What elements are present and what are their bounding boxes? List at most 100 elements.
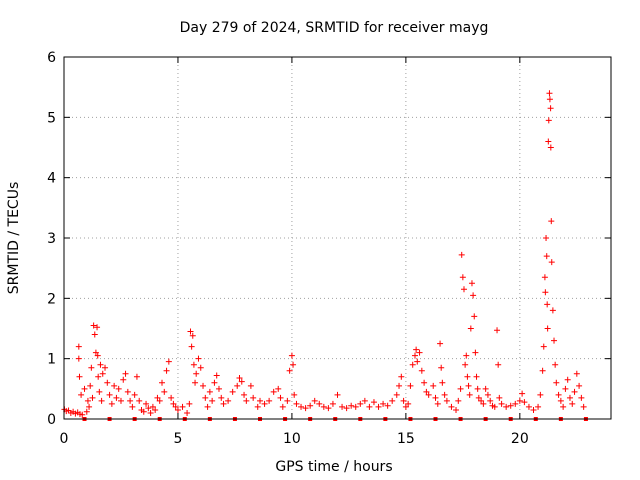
data-point [94, 324, 101, 331]
data-point [75, 355, 82, 362]
data-point [83, 408, 90, 415]
data-point [455, 397, 462, 404]
data-point [405, 400, 412, 407]
data-point [152, 406, 159, 413]
data-point [348, 402, 355, 409]
y-tick-label: 3 [47, 231, 56, 247]
data-point [398, 373, 405, 380]
data-point [547, 105, 554, 112]
data-point [459, 274, 466, 281]
data-point [525, 403, 532, 410]
data-point [540, 343, 547, 350]
data-point [480, 400, 487, 407]
data-point [195, 355, 202, 362]
data-point [571, 388, 578, 395]
data-point [553, 379, 560, 386]
data-point [544, 301, 551, 308]
data-point [213, 372, 220, 379]
data-point [407, 382, 414, 389]
data-point [75, 343, 82, 350]
data-point [76, 373, 83, 380]
data-point [462, 361, 469, 368]
data-point [172, 403, 179, 410]
data-point [370, 399, 377, 406]
data-point [543, 235, 550, 241]
data-point [122, 370, 129, 377]
data-point [413, 346, 420, 353]
data-point [396, 382, 403, 389]
data-point [188, 343, 195, 350]
data-point [88, 364, 95, 371]
data-point [277, 394, 284, 401]
data-point [402, 403, 409, 410]
data-point [200, 382, 207, 389]
data-point [519, 390, 526, 397]
data-point [548, 218, 555, 225]
data-point [521, 399, 528, 406]
data-point [545, 117, 552, 124]
data-point [503, 403, 510, 410]
data-point [438, 364, 445, 371]
data-point [416, 349, 423, 356]
data-point [484, 391, 491, 398]
data-point [189, 332, 196, 339]
data-point [573, 370, 580, 377]
data-point [192, 379, 199, 386]
x-tick-label: 10 [283, 431, 301, 447]
data-point [478, 397, 485, 404]
data-point [460, 286, 467, 293]
data-point [464, 373, 471, 380]
data-point [89, 394, 96, 401]
data-point [463, 352, 470, 359]
data-point [290, 361, 297, 368]
data-point [187, 328, 194, 335]
data-point [546, 96, 553, 103]
data-point [425, 391, 432, 398]
data-point [400, 397, 407, 404]
grid-lines [64, 57, 611, 419]
data-point [466, 391, 473, 398]
data-point [441, 391, 448, 398]
data-point [465, 382, 472, 389]
data-point [544, 325, 551, 332]
data-point [288, 352, 295, 359]
data-point [566, 394, 573, 401]
data-point [443, 397, 450, 404]
data-point [496, 394, 503, 401]
data-point [343, 405, 350, 412]
data-point [84, 397, 91, 404]
data-point [448, 403, 455, 410]
data-point [434, 400, 441, 407]
data-point [473, 373, 480, 380]
data-point [124, 388, 131, 395]
data-point [98, 397, 105, 404]
data-point [131, 391, 138, 398]
data-point [115, 385, 122, 392]
data-point [535, 403, 542, 410]
data-point [555, 391, 562, 398]
data-point [516, 397, 523, 404]
axes-ticks: 0 1 2 3 4 5 6 0 5 10 15 20 [47, 50, 611, 447]
data-point [569, 400, 576, 407]
data-point [384, 402, 391, 409]
x-tick-label: 15 [397, 431, 415, 447]
data-point [184, 409, 191, 416]
data-point [218, 394, 225, 401]
data-point [470, 292, 477, 299]
data-point [542, 289, 549, 296]
data-point [87, 382, 94, 389]
data-point [104, 379, 111, 386]
data-point [229, 388, 236, 395]
data-point [206, 388, 213, 395]
data-point [325, 405, 332, 412]
data-point [161, 388, 168, 395]
data-point [94, 352, 101, 359]
data-point [467, 325, 474, 332]
data-point [549, 307, 556, 314]
data-point [149, 403, 156, 410]
data-point [261, 400, 268, 407]
data-point [106, 391, 113, 398]
data-point [90, 322, 97, 329]
data-point [293, 400, 300, 407]
data-point [302, 405, 309, 412]
